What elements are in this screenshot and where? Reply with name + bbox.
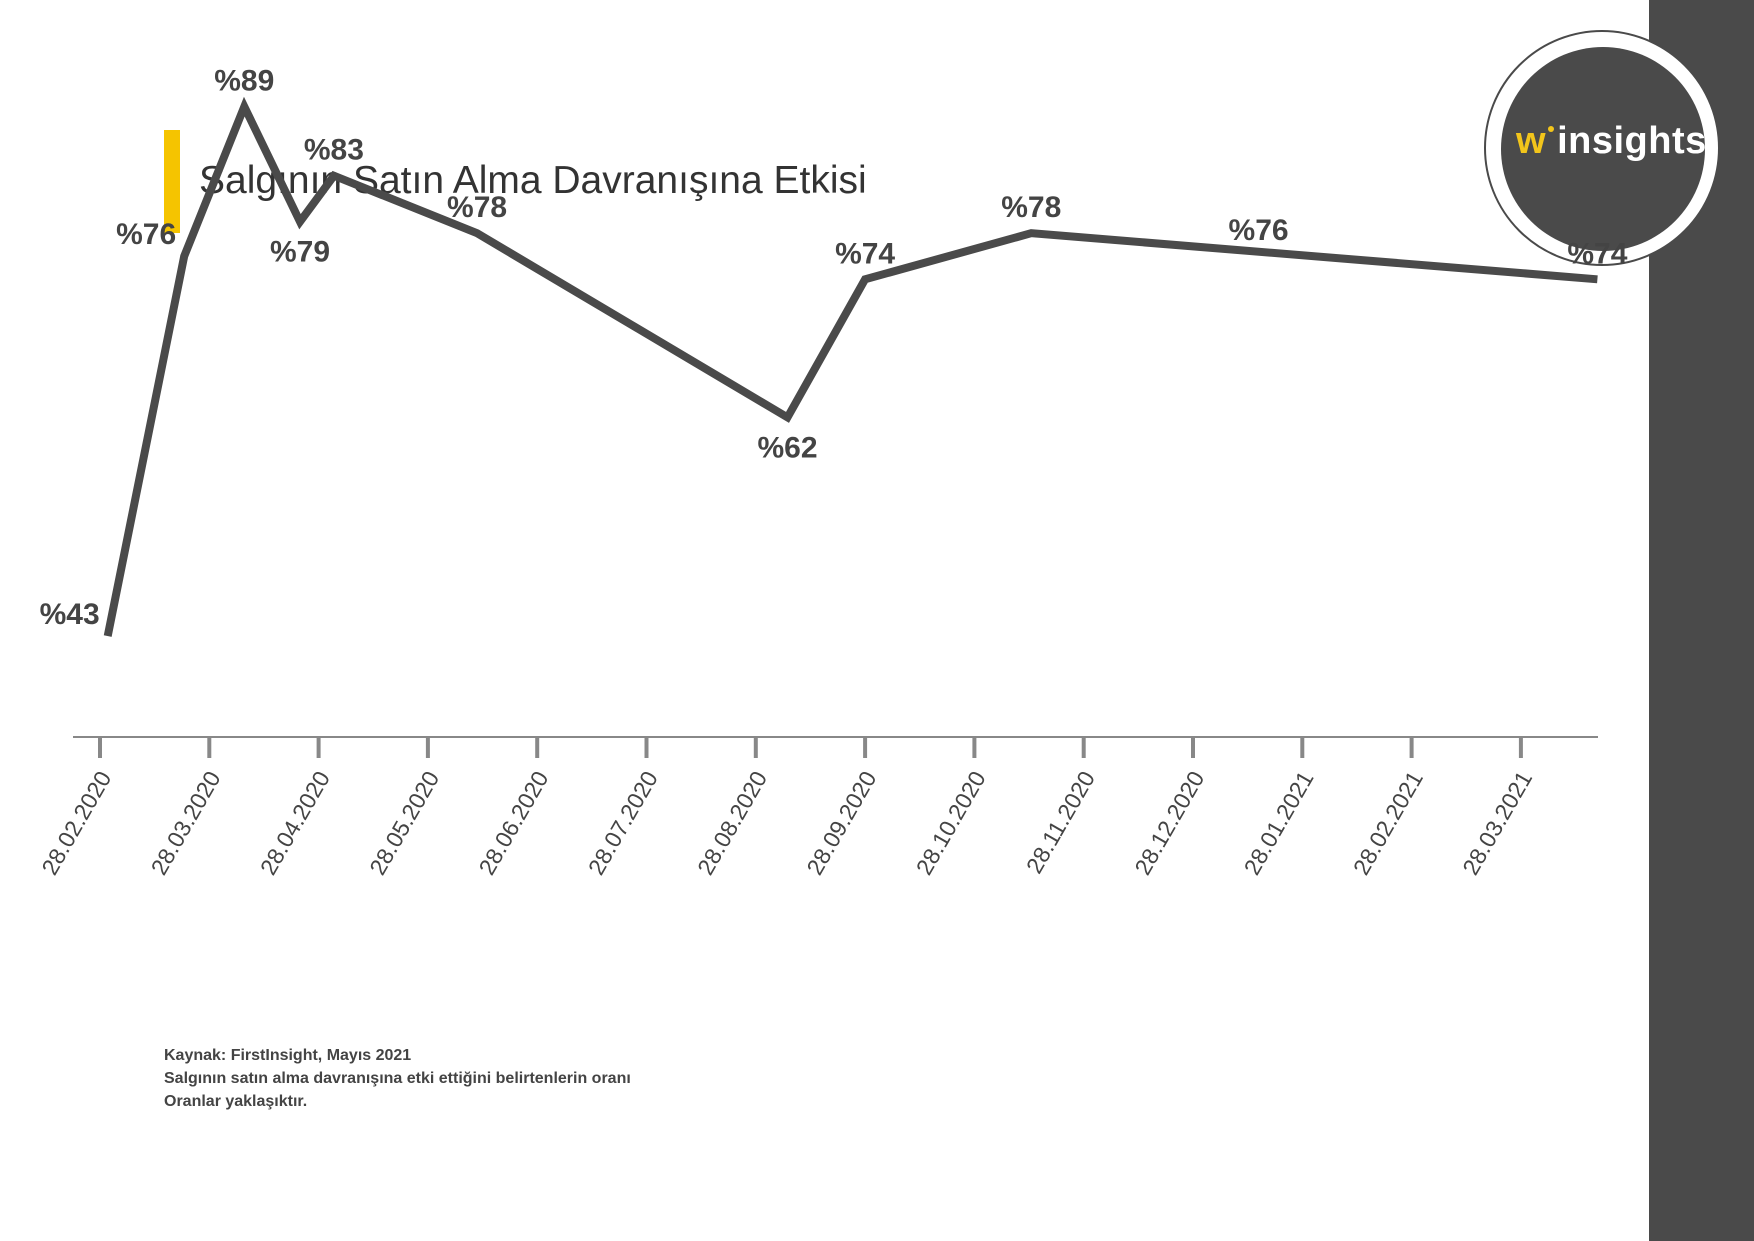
footnote-description: Salgının satın alma davranışına etki ett… <box>164 1070 631 1087</box>
x-tick-label: 28.07.2020 <box>583 767 663 880</box>
data-label: %89 <box>214 65 274 98</box>
logo-dot-icon <box>1548 126 1555 132</box>
winsights-logo: w insights <box>1516 122 1707 160</box>
x-tick-label: 28.01.2021 <box>1239 767 1319 880</box>
title-accent-bar <box>164 130 180 233</box>
footnote: Kaynak: FirstInsight, Mayıs 2021 Salgını… <box>164 1044 631 1113</box>
data-label: %74 <box>835 237 895 270</box>
data-label: %76 <box>116 218 176 251</box>
logo-disc <box>1501 47 1705 251</box>
x-tick-label: 28.06.2020 <box>473 767 553 880</box>
data-label: %79 <box>270 236 330 269</box>
x-tick-label: 28.03.2020 <box>146 767 226 880</box>
x-tick-label: 28.03.2021 <box>1457 767 1537 880</box>
data-label: %74 <box>1567 237 1627 270</box>
footnote-note: Oranlar yaklaşıktır. <box>164 1093 308 1110</box>
logo-w: w <box>1516 120 1547 162</box>
x-tick-label: 28.05.2020 <box>364 767 444 880</box>
x-tick-label: 28.09.2020 <box>801 767 881 880</box>
data-label: %76 <box>1229 214 1289 247</box>
data-label: %78 <box>1001 191 1061 224</box>
x-tick-label: 28.02.2020 <box>36 767 116 880</box>
data-label: %62 <box>757 431 817 464</box>
x-tick-label: 28.02.2021 <box>1348 767 1428 880</box>
data-label: %43 <box>40 598 100 631</box>
data-label: %83 <box>304 134 364 167</box>
x-tick-label: 28.10.2020 <box>911 767 991 880</box>
x-tick-label: 28.11.2020 <box>1021 767 1100 878</box>
x-tick-label: 28.04.2020 <box>255 767 335 880</box>
x-tick-label: 28.12.2020 <box>1129 767 1209 880</box>
data-label: %78 <box>447 191 507 224</box>
footnote-source: Kaynak: FirstInsight, Mayıs 2021 <box>164 1047 412 1064</box>
logo-insights: insights <box>1557 120 1707 162</box>
page-title: Salgının Satın Alma Davranışına Etkisi <box>199 159 867 202</box>
series-line <box>103 96 1598 637</box>
x-tick-label: 28.08.2020 <box>692 767 772 880</box>
